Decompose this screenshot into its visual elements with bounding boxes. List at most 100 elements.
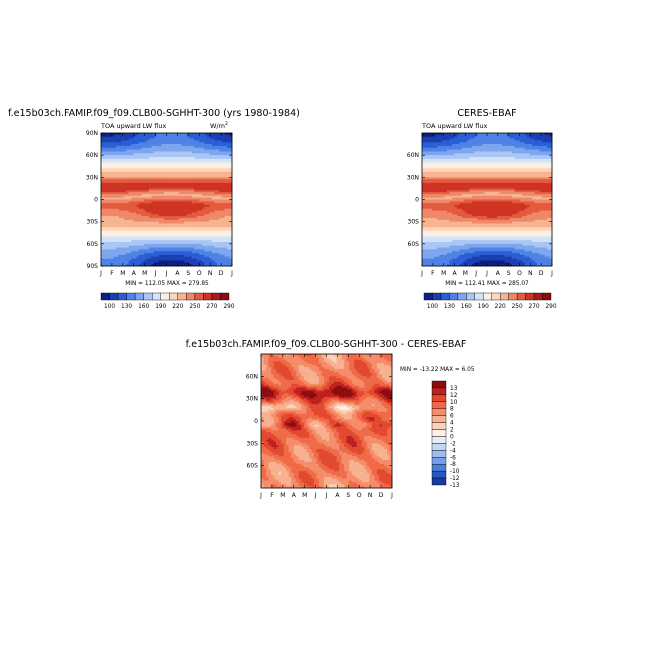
field-cell: [201, 254, 205, 258]
field-cell: [204, 199, 208, 202]
field-cell: [489, 160, 493, 163]
field-cell: [181, 182, 185, 186]
field-cell: [189, 166, 192, 169]
field-cell: [141, 192, 145, 195]
field-cell: [153, 181, 157, 184]
field-cell: [128, 243, 132, 246]
field-cell: [472, 169, 475, 173]
field-cell: [529, 142, 533, 145]
field-cell: [517, 151, 520, 154]
field-cell: [156, 157, 160, 160]
field-cell: [158, 232, 162, 235]
field-cell: [121, 171, 124, 174]
field-cell: [171, 217, 175, 221]
field-cell: [171, 153, 175, 156]
field-cell: [219, 236, 223, 239]
field-cell: [153, 173, 157, 176]
field-cell: [442, 149, 445, 152]
field-cell: [186, 188, 190, 191]
field-cell: [206, 227, 210, 230]
field-cell: [136, 186, 140, 189]
field-cell: [111, 229, 114, 232]
field-cell: [194, 144, 198, 147]
field-cell: [444, 171, 448, 174]
field-cell: [136, 232, 140, 235]
field-cell: [189, 201, 192, 204]
field-cell: [224, 162, 228, 165]
field-cell: [116, 136, 119, 139]
field-cell: [116, 177, 119, 180]
field-cell: [163, 205, 167, 208]
field-cell: [174, 144, 177, 147]
field-cell: [171, 223, 175, 226]
field-cell: [101, 188, 104, 191]
field-cell: [221, 217, 225, 221]
field-cell: [517, 145, 520, 149]
field-cell: [219, 157, 223, 160]
field-cell: [128, 147, 132, 150]
field-cell: [539, 144, 543, 147]
field-cell: [123, 208, 127, 211]
field-cell: [116, 134, 119, 137]
field-cell: [141, 184, 145, 187]
field-cell: [206, 173, 210, 176]
field-cell: [199, 140, 203, 143]
x-tick-label: N: [208, 270, 213, 277]
field-cell: [131, 241, 135, 245]
field-cell: [138, 136, 142, 139]
field-cell: [101, 243, 104, 246]
field-cell: [201, 144, 205, 147]
field-cell: [467, 133, 470, 136]
field-cell: [143, 216, 147, 219]
field-cell: [146, 147, 150, 150]
field-cell: [201, 232, 205, 235]
field-cell: [143, 249, 147, 252]
field-cell: [194, 260, 198, 263]
field-cell: [174, 208, 177, 211]
field-cell: [522, 145, 525, 149]
field-cell: [214, 188, 218, 191]
field-cell: [111, 260, 114, 263]
field-cell: [221, 155, 225, 158]
field-cell: [537, 147, 540, 150]
field-cell: [196, 260, 200, 263]
field-cell: [196, 238, 200, 241]
field-cell: [101, 158, 104, 162]
field-cell: [442, 157, 445, 160]
field-cell: [216, 169, 220, 173]
field-cell: [161, 256, 165, 259]
field-cell: [494, 166, 498, 169]
field-cell: [529, 149, 533, 152]
field-cell: [184, 160, 187, 163]
field-cell: [462, 157, 465, 160]
field-cell: [128, 157, 132, 160]
field-cell: [163, 190, 167, 193]
field-cell: [118, 136, 122, 139]
field-cell: [437, 142, 440, 145]
field-cell: [191, 147, 195, 150]
field-cell: [209, 157, 213, 160]
field-cell: [194, 175, 198, 178]
field-cell: [174, 214, 177, 217]
field-cell: [452, 142, 455, 145]
field-cell: [153, 258, 157, 261]
field-cell: [442, 136, 445, 139]
field-cell: [184, 197, 187, 200]
field-cell: [487, 134, 490, 137]
field-cell: [141, 147, 145, 150]
field-cell: [146, 253, 150, 256]
field-cell: [131, 214, 135, 217]
field-cell: [211, 181, 215, 184]
field-cell: [219, 258, 223, 261]
field-cell: [191, 197, 195, 200]
field-cell: [111, 256, 114, 259]
field-cell: [103, 133, 107, 136]
field-cell: [143, 173, 147, 176]
field-cell: [151, 223, 155, 226]
field-cell: [509, 157, 513, 160]
field-cell: [181, 164, 185, 167]
field-cell: [133, 158, 137, 162]
field-cell: [163, 254, 167, 258]
field-cell: [229, 133, 233, 136]
field-cell: [211, 236, 215, 239]
